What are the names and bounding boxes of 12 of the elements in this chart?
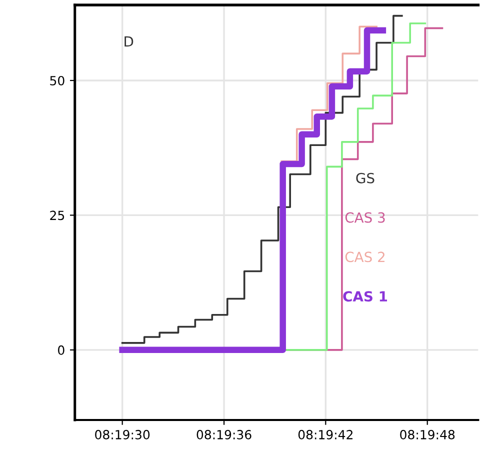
annotation: D	[124, 36, 134, 47]
y-tick-label: 50	[50, 76, 64, 86]
y-tick-label: 0	[58, 345, 64, 355]
text: CAS 2	[345, 252, 384, 262]
series-label: CAS 3	[345, 212, 385, 223]
y-tick-label: 25	[50, 210, 64, 220]
text: GS	[356, 172, 374, 184]
x-tick-label: 08:19:42	[298, 430, 352, 440]
x-tick-label: 08:19:48	[400, 430, 455, 440]
text: CAS 1	[343, 291, 388, 302]
x-tick-label: 08:19:36	[196, 430, 252, 440]
x-tick-label: 08:19:30	[95, 430, 150, 440]
